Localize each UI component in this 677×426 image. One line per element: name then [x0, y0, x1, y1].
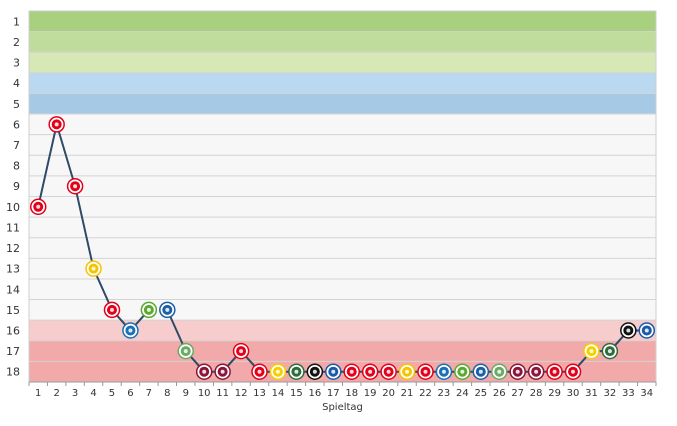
zone-band — [29, 320, 656, 341]
x-axis-label: Spieltag — [322, 402, 363, 413]
data-point-emblem-detail — [36, 204, 41, 209]
data-point-emblem-detail — [552, 369, 557, 374]
data-point-emblem-detail — [312, 369, 317, 374]
y-tick-label: 7 — [13, 139, 20, 152]
x-tick-label: 27 — [511, 388, 524, 399]
y-tick-label: 10 — [6, 201, 20, 214]
x-tick-label: 6 — [127, 388, 133, 399]
y-tick-label: 5 — [13, 98, 20, 111]
y-tick-label: 14 — [6, 283, 20, 296]
data-point-emblem-detail — [257, 369, 262, 374]
y-tick-label: 13 — [6, 263, 20, 276]
zone-band — [29, 93, 656, 115]
data-point-emblem-detail — [607, 349, 612, 354]
x-tick-label: 33 — [622, 388, 635, 399]
y-tick-label: 16 — [6, 324, 20, 337]
y-tick-label: 18 — [6, 366, 20, 379]
x-tick-label: 18 — [345, 388, 358, 399]
x-tick-label: 14 — [272, 388, 285, 399]
x-tick-label: 23 — [438, 388, 451, 399]
y-tick-label: 11 — [6, 221, 20, 234]
x-tick-label: 13 — [253, 388, 266, 399]
y-tick-label: 3 — [13, 57, 20, 70]
data-point-emblem-detail — [294, 369, 299, 374]
x-tick-label: 22 — [419, 388, 432, 399]
x-tick-label: 12 — [235, 388, 248, 399]
x-tick-label: 20 — [382, 388, 395, 399]
x-tick-label: 30 — [567, 388, 580, 399]
data-point-emblem-detail — [571, 369, 576, 374]
data-point-emblem-detail — [534, 369, 539, 374]
y-tick-label: 15 — [6, 304, 20, 317]
data-point-emblem-detail — [441, 369, 446, 374]
x-tick-label: 17 — [327, 388, 340, 399]
data-point-emblem-detail — [423, 369, 428, 374]
data-point-emblem-detail — [589, 349, 594, 354]
data-point-emblem-detail — [478, 369, 483, 374]
x-tick-label: 9 — [183, 388, 189, 399]
x-tick-label: 19 — [364, 388, 377, 399]
x-tick-label: 2 — [53, 388, 59, 399]
data-point-emblem-detail — [109, 307, 114, 312]
x-tick-label: 5 — [109, 388, 115, 399]
data-point-emblem-detail — [497, 369, 502, 374]
data-point-emblem-detail — [515, 369, 520, 374]
data-point-emblem-detail — [183, 349, 188, 354]
x-tick-label: 25 — [474, 388, 487, 399]
y-tick-label: 9 — [13, 180, 20, 193]
data-point-emblem-detail — [202, 369, 207, 374]
zone-band — [29, 52, 656, 73]
data-point-emblem-detail — [368, 369, 373, 374]
x-tick-label: 29 — [548, 388, 561, 399]
zone-band — [29, 31, 656, 53]
x-tick-label: 3 — [72, 388, 78, 399]
data-point-emblem-detail — [165, 307, 170, 312]
data-point-emblem-detail — [54, 122, 59, 127]
data-point-emblem-detail — [146, 307, 151, 312]
data-point-emblem-detail — [405, 369, 410, 374]
y-tick-label: 4 — [13, 77, 20, 90]
x-tick-label: 16 — [308, 388, 321, 399]
x-tick-label: 31 — [585, 388, 598, 399]
zone-band — [29, 11, 656, 32]
y-tick-label: 8 — [13, 160, 20, 173]
data-point-emblem-detail — [220, 369, 225, 374]
x-tick-label: 4 — [90, 388, 96, 399]
y-tick-label: 2 — [13, 36, 20, 49]
x-tick-label: 32 — [604, 388, 617, 399]
x-tick-label: 24 — [456, 388, 469, 399]
data-point-emblem-detail — [91, 266, 96, 271]
x-tick-label: 8 — [164, 388, 170, 399]
data-point-emblem-detail — [626, 328, 631, 333]
y-tick-label: 6 — [13, 118, 20, 131]
x-tick-label: 28 — [530, 388, 543, 399]
data-point-emblem-detail — [239, 349, 244, 354]
data-point-emblem-detail — [128, 328, 133, 333]
data-point-emblem-detail — [460, 369, 465, 374]
data-point-emblem-detail — [331, 369, 336, 374]
x-tick-label: 34 — [640, 388, 653, 399]
data-point-emblem-detail — [644, 328, 649, 333]
zone-band — [29, 72, 656, 94]
data-point-emblem-detail — [275, 369, 280, 374]
y-tick-label: 17 — [6, 345, 20, 358]
data-point-emblem-detail — [349, 369, 354, 374]
data-point-emblem-detail — [73, 184, 78, 189]
x-tick-label: 26 — [493, 388, 506, 399]
data-point-emblem-detail — [386, 369, 391, 374]
y-tick-label: 1 — [13, 15, 20, 28]
x-tick-label: 15 — [290, 388, 303, 399]
x-tick-label: 7 — [146, 388, 152, 399]
y-tick-label: 12 — [6, 242, 20, 255]
x-tick-label: 21 — [401, 388, 414, 399]
x-tick-label: 1 — [35, 388, 41, 399]
x-tick-label: 10 — [198, 388, 211, 399]
x-tick-label: 11 — [216, 388, 229, 399]
